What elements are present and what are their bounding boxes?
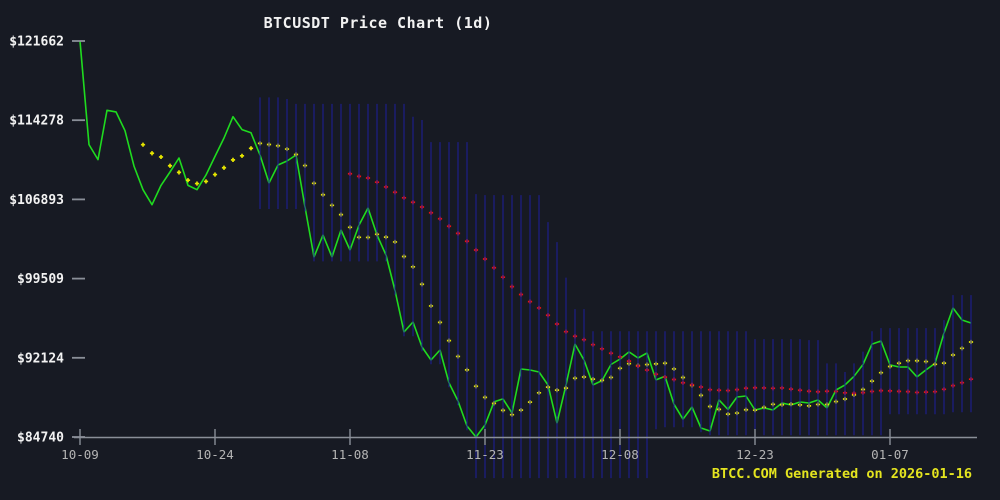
x-tick-label: 12-23 bbox=[736, 447, 774, 462]
ma7-marker bbox=[221, 165, 227, 170]
ma7-marker bbox=[203, 179, 209, 184]
ma7-marker bbox=[167, 163, 173, 168]
x-tick-label: 12-08 bbox=[601, 447, 639, 462]
chart-title: BTCUSDT Price Chart (1d) bbox=[263, 14, 493, 32]
y-axis: $121662 $114278 $106893 $99509 $92124 $84740 bbox=[9, 35, 85, 446]
ma7-marker bbox=[248, 146, 254, 151]
ma7-marker bbox=[185, 178, 191, 183]
y-tick-label: $114278 bbox=[9, 114, 64, 129]
ma7-marker bbox=[212, 172, 218, 177]
watermark-text: BTCC.COM Generated on 2026-01-16 bbox=[711, 466, 972, 482]
ma7-marker bbox=[194, 181, 200, 186]
x-tick-label: 11-23 bbox=[466, 447, 504, 462]
close-series bbox=[79, 40, 972, 438]
x-tick-label: 10-09 bbox=[61, 447, 99, 462]
ma30-series bbox=[347, 171, 974, 396]
x-tick-label: 10-24 bbox=[196, 447, 234, 462]
ma7-marker bbox=[176, 170, 182, 175]
ma7-marker bbox=[140, 142, 146, 147]
ma7-marker bbox=[158, 154, 164, 160]
ma7-marker bbox=[149, 151, 155, 156]
x-tick-label: 11-08 bbox=[331, 447, 369, 462]
y-tick-label: $99509 bbox=[17, 272, 64, 287]
range20-series bbox=[259, 97, 972, 479]
ma7-marker bbox=[239, 153, 245, 158]
x-axis: 10-09 10-24 11-08 11-23 12-08 12-23 01-07 bbox=[61, 429, 977, 462]
y-tick-label: $106893 bbox=[9, 193, 64, 208]
y-tick-label: $84740 bbox=[17, 431, 64, 446]
x-tick-label: 01-07 bbox=[871, 447, 909, 462]
y-tick-label: $121662 bbox=[9, 35, 64, 50]
price-line bbox=[79, 40, 972, 438]
ma7-marker bbox=[230, 157, 236, 162]
y-tick-label: $92124 bbox=[17, 351, 64, 366]
